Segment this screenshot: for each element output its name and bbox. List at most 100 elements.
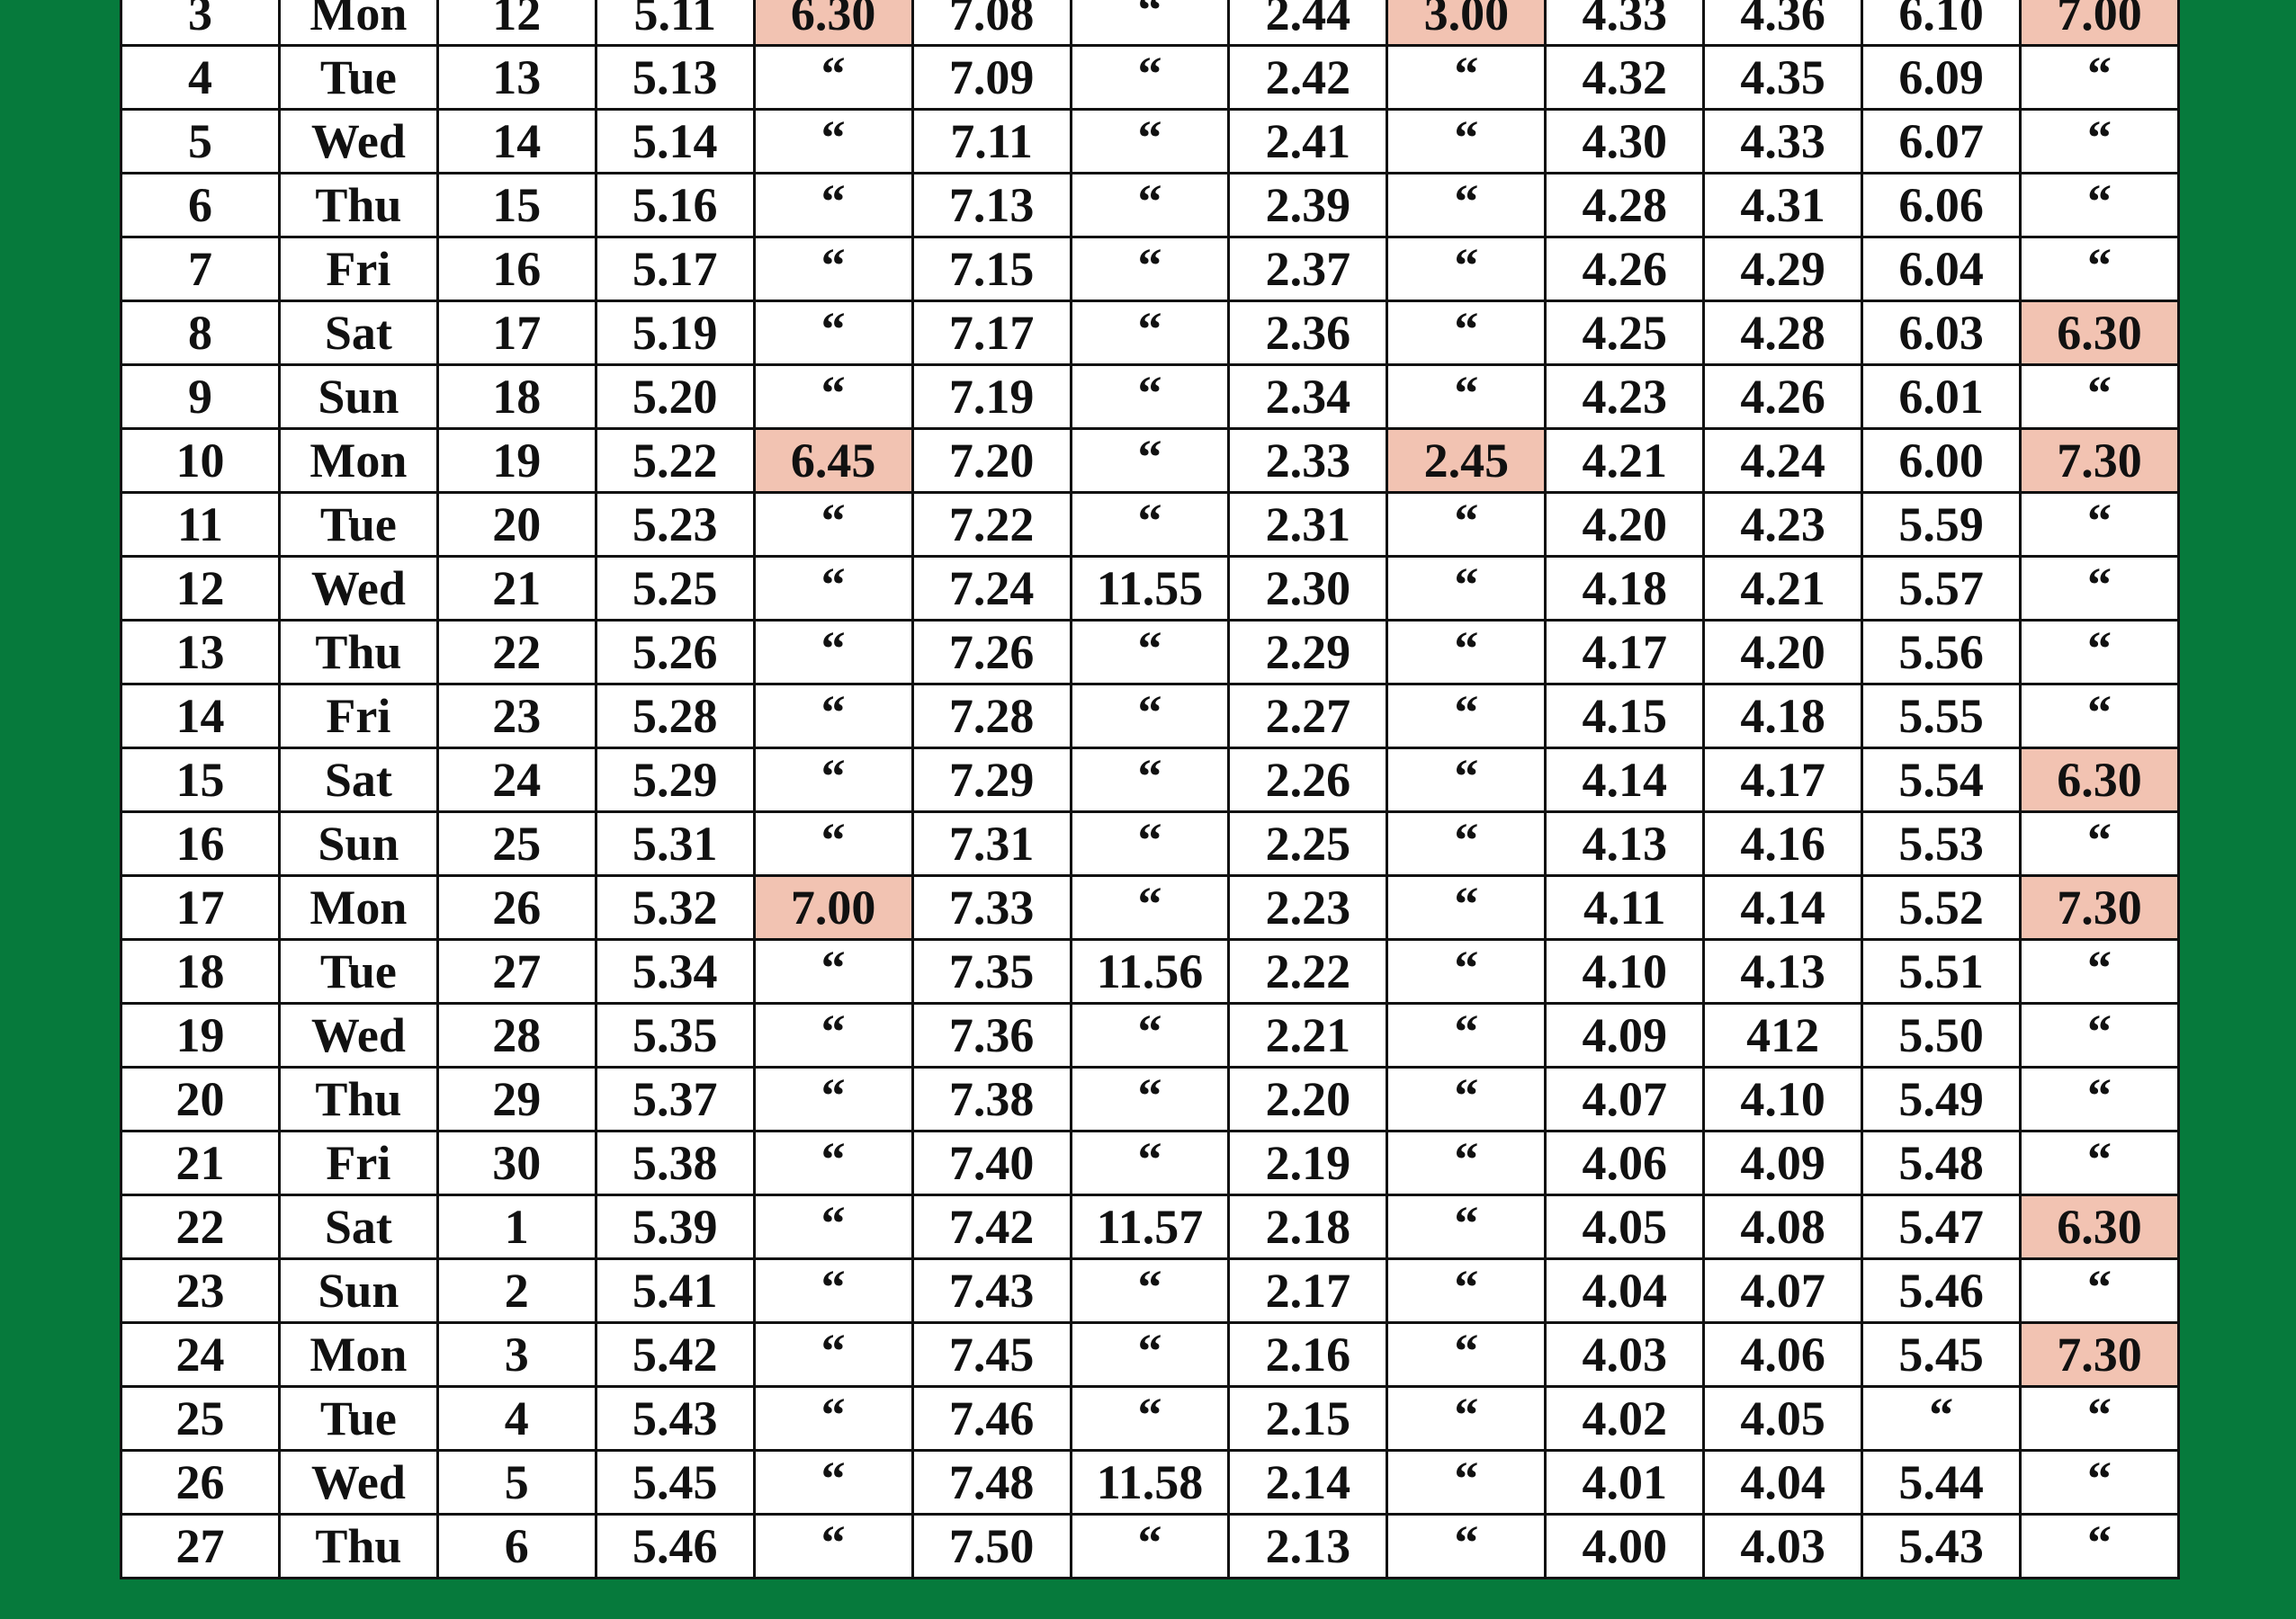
- weekday-cell: Wed: [277, 555, 439, 622]
- time-cell: “: [1386, 172, 1547, 238]
- date-cell: 25: [120, 1385, 281, 1452]
- time-cell: 7.38: [910, 1066, 1072, 1132]
- time-cell: 4.09: [1702, 1130, 1864, 1196]
- time-cell: 4.04: [1544, 1257, 1706, 1324]
- time-cell: 4.28: [1702, 300, 1864, 366]
- time-cell: 5.44: [1861, 1449, 2022, 1516]
- time-cell: “: [1386, 1002, 1547, 1069]
- time-cell: 5.48: [1861, 1130, 2022, 1196]
- time-cell: “: [1386, 1321, 1547, 1388]
- time-cell: 2.27: [1227, 683, 1389, 749]
- time-cell: “: [1386, 44, 1547, 111]
- time-cell: 7.20: [910, 427, 1072, 494]
- time-cell: 4.21: [1544, 427, 1706, 494]
- weekday-cell: Tue: [277, 491, 439, 558]
- time-cell: 2.33: [1227, 427, 1389, 494]
- time-cell: “: [752, 236, 914, 302]
- time-cell: 2.19: [1227, 1130, 1389, 1196]
- time-cell: “: [752, 44, 914, 111]
- time-cell: “: [1069, 427, 1231, 494]
- time-cell: 7.00: [2019, 0, 2180, 47]
- time-cell: “: [1069, 1257, 1231, 1324]
- time-cell: 5.50: [1861, 1002, 2022, 1069]
- table-row: 27 Thu 6 5.46 “7.50 “2.13 “4.00 4.03 5.43 “: [120, 1513, 2180, 1579]
- time-cell: “: [2019, 491, 2180, 558]
- time-cell: 412: [1702, 1002, 1864, 1069]
- time-cell: “: [1069, 300, 1231, 366]
- table-row: 17 Mon 26 5.32 7.00 7.33 “2.23 “4.11 4.14 5.52 7.3…: [120, 874, 2180, 941]
- weekday-cell: Fri: [277, 236, 439, 302]
- time-cell: 13: [435, 44, 597, 111]
- time-cell: “: [752, 108, 914, 174]
- time-cell: “: [1069, 236, 1231, 302]
- time-cell: 6.30: [752, 0, 914, 47]
- date-cell: 5: [120, 108, 281, 174]
- time-cell: 5.54: [1861, 747, 2022, 813]
- time-cell: 2.25: [1227, 810, 1389, 877]
- time-cell: 4.13: [1544, 810, 1706, 877]
- weekday-cell: Tue: [277, 938, 439, 1005]
- table-row: 9 Sun 18 5.20 “7.19 “2.34 “4.23 4.26 6.01 “: [120, 363, 2180, 430]
- time-cell: 5.41: [594, 1257, 756, 1324]
- time-cell: 2.34: [1227, 363, 1389, 430]
- time-cell: 2.30: [1227, 555, 1389, 622]
- table-row: 26 Wed 5 5.45 “7.48 11.58 2.14 “4.01 4.04 5.44 “: [120, 1449, 2180, 1516]
- date-cell: 8: [120, 300, 281, 366]
- time-cell: “: [1069, 172, 1231, 238]
- date-cell: 3: [120, 0, 281, 47]
- time-cell: “: [752, 1066, 914, 1132]
- time-cell: 4.35: [1702, 44, 1864, 111]
- time-cell: 4.13: [1702, 938, 1864, 1005]
- weekday-cell: Mon: [277, 1321, 439, 1388]
- date-cell: 24: [120, 1321, 281, 1388]
- date-cell: 18: [120, 938, 281, 1005]
- time-cell: 5.53: [1861, 810, 2022, 877]
- time-cell: 2.37: [1227, 236, 1389, 302]
- time-cell: “: [2019, 555, 2180, 622]
- time-cell: “: [1386, 1449, 1547, 1516]
- time-cell: “: [752, 810, 914, 877]
- time-cell: 7.45: [910, 1321, 1072, 1388]
- time-cell: 5.16: [594, 172, 756, 238]
- time-cell: “: [752, 683, 914, 749]
- time-cell: 11.58: [1069, 1449, 1231, 1516]
- time-cell: “: [2019, 363, 2180, 430]
- time-cell: 2.15: [1227, 1385, 1389, 1452]
- time-cell: 5.49: [1861, 1066, 2022, 1132]
- time-cell: “: [1386, 938, 1547, 1005]
- weekday-cell: Tue: [277, 44, 439, 111]
- time-cell: 5: [435, 1449, 597, 1516]
- time-cell: “: [1069, 1130, 1231, 1196]
- time-cell: 6.30: [2019, 300, 2180, 366]
- date-cell: 4: [120, 44, 281, 111]
- time-cell: 5.47: [1861, 1194, 2022, 1260]
- table-row: 8 Sat 17 5.19 “7.17 “2.36 “4.25 4.28 6.03 6.30: [120, 300, 2180, 366]
- weekday-cell: Thu: [277, 619, 439, 685]
- time-cell: “: [1069, 108, 1231, 174]
- time-cell: “: [2019, 44, 2180, 111]
- time-cell: “: [1386, 874, 1547, 941]
- time-cell: 6.07: [1861, 108, 2022, 174]
- time-cell: 5.26: [594, 619, 756, 685]
- time-cell: “: [1069, 747, 1231, 813]
- time-cell: “: [1386, 683, 1547, 749]
- time-cell: 4.33: [1702, 108, 1864, 174]
- time-cell: 4.29: [1702, 236, 1864, 302]
- time-cell: “: [2019, 683, 2180, 749]
- weekday-cell: Fri: [277, 1130, 439, 1196]
- time-cell: “: [752, 1002, 914, 1069]
- time-cell: 4.30: [1544, 108, 1706, 174]
- table-row: 16 Sun 25 5.31 “7.31 “2.25 “4.13 4.16 5.53 “: [120, 810, 2180, 877]
- time-cell: 4.33: [1544, 0, 1706, 47]
- weekday-cell: Mon: [277, 874, 439, 941]
- time-cell: “: [752, 938, 914, 1005]
- weekday-cell: Sun: [277, 810, 439, 877]
- time-cell: 6.30: [2019, 747, 2180, 813]
- time-cell: 4.17: [1544, 619, 1706, 685]
- weekday-cell: Thu: [277, 1066, 439, 1132]
- time-cell: 7.30: [2019, 427, 2180, 494]
- time-cell: “: [1861, 1385, 2022, 1452]
- time-cell: 6: [435, 1513, 597, 1579]
- time-cell: 18: [435, 363, 597, 430]
- time-cell: 6.06: [1861, 172, 2022, 238]
